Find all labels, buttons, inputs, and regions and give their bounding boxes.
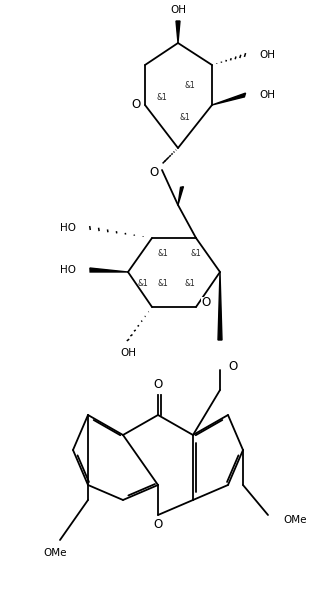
Text: &1: &1: [184, 80, 195, 89]
Text: HO: HO: [60, 265, 76, 275]
Text: OH: OH: [259, 50, 275, 60]
Text: O: O: [153, 519, 163, 531]
Text: OMe: OMe: [43, 548, 67, 558]
Text: OH: OH: [120, 348, 136, 358]
Text: O: O: [131, 98, 141, 112]
Text: &1: &1: [184, 279, 195, 288]
Text: OH: OH: [259, 90, 275, 100]
Text: O: O: [153, 379, 163, 391]
Text: O: O: [149, 166, 158, 180]
Polygon shape: [218, 272, 222, 340]
Text: &1: &1: [138, 279, 148, 288]
Text: OH: OH: [170, 5, 186, 15]
Polygon shape: [212, 93, 246, 105]
Polygon shape: [178, 187, 184, 205]
Text: O: O: [201, 297, 210, 309]
Text: &1: &1: [158, 248, 168, 257]
Polygon shape: [90, 268, 128, 272]
Text: HO: HO: [60, 223, 76, 233]
Text: &1: &1: [180, 113, 191, 122]
Text: OMe: OMe: [283, 515, 307, 525]
Text: &1: &1: [191, 248, 201, 257]
Text: O: O: [228, 361, 237, 373]
Text: &1: &1: [158, 279, 168, 288]
Polygon shape: [176, 21, 180, 43]
Text: &1: &1: [157, 93, 167, 103]
